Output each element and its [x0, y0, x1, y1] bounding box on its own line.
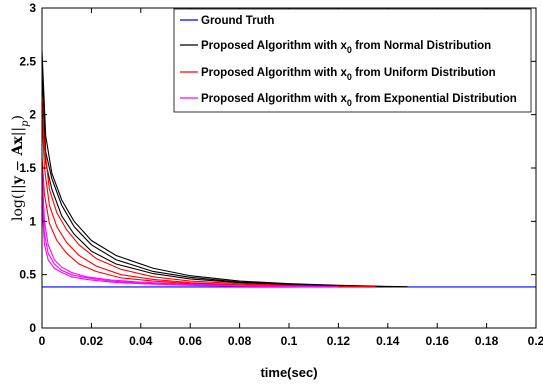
x-tick-label: 0.02 — [80, 334, 104, 348]
y-tick-label: 0 — [29, 321, 36, 335]
x-tick-label: 0.06 — [179, 334, 203, 348]
legend-entry: Ground Truth — [201, 15, 274, 27]
x-tick-label: 0.1 — [281, 334, 298, 348]
y-tick-label: 2 — [29, 108, 36, 122]
axes: 0 0.02 0.04 0.06 0.08 0.1 0.12 0.14 0.16 0.18 0.2 0… — [10, 1, 543, 380]
series-line-uniform-4 — [41, 93, 376, 288]
legend-entry-subscript: 0 — [347, 45, 352, 55]
y-axis-label-part: − — [10, 155, 26, 176]
legend-entry: Proposed Algorithm with x0 from Normal D… — [201, 40, 491, 55]
legend-entry: Proposed Algorithm with x0 from Exponent… — [201, 93, 517, 108]
y-axis-label-part: log(|| — [10, 184, 26, 221]
y-axis-label-part: Ax — [10, 136, 26, 157]
x-tick-label: 0.16 — [426, 334, 450, 348]
y-tick-label: 1 — [29, 214, 36, 228]
y-axis-label-part: ) — [10, 115, 26, 120]
legend-entry-rest: from Exponential Distribution — [352, 93, 517, 105]
legend-entry-subscript: 0 — [347, 98, 352, 108]
x-tick-label: 0.04 — [129, 334, 153, 348]
series-line-exponential-9 — [41, 205, 314, 288]
legend-entry-text: Proposed Algorithm with x — [201, 40, 347, 52]
legend-entry-subscript: 0 — [347, 72, 352, 82]
y-tick-label: 1.5 — [19, 161, 36, 175]
legend-entry: Proposed Algorithm with x0 from Uniform … — [201, 67, 496, 82]
x-axis-label: time(sec) — [260, 365, 317, 380]
y-tick-label: 2.5 — [19, 54, 36, 68]
y-axis-label-part: p — [20, 120, 31, 127]
x-tick-label: 0.18 — [475, 334, 499, 348]
y-axis-label-part: y — [10, 175, 26, 185]
x-tick-label: 0 — [39, 334, 46, 348]
y-axis-label-part: || — [10, 127, 26, 136]
y-axis-label: log(||y − Ax||p) — [10, 115, 31, 221]
y-tick-label: 0.5 — [19, 268, 36, 282]
x-tick-label: 0.08 — [228, 334, 252, 348]
legend-entry-text: Proposed Algorithm with x — [201, 67, 347, 79]
series-group — [41, 50, 536, 288]
x-tick-label: 0.2 — [528, 334, 543, 348]
x-tick-label: 0.12 — [327, 334, 351, 348]
legend-entry-rest: from Uniform Distribution — [352, 67, 496, 79]
legend-entry-text: Proposed Algorithm with x — [201, 93, 347, 105]
x-tick-label: 0.14 — [376, 334, 400, 348]
y-tick-label: 3 — [29, 1, 36, 15]
legend-box — [173, 8, 532, 113]
legend-entry-text: Ground Truth — [201, 15, 274, 27]
legend-entry-rest: from Normal Distribution — [352, 40, 491, 52]
